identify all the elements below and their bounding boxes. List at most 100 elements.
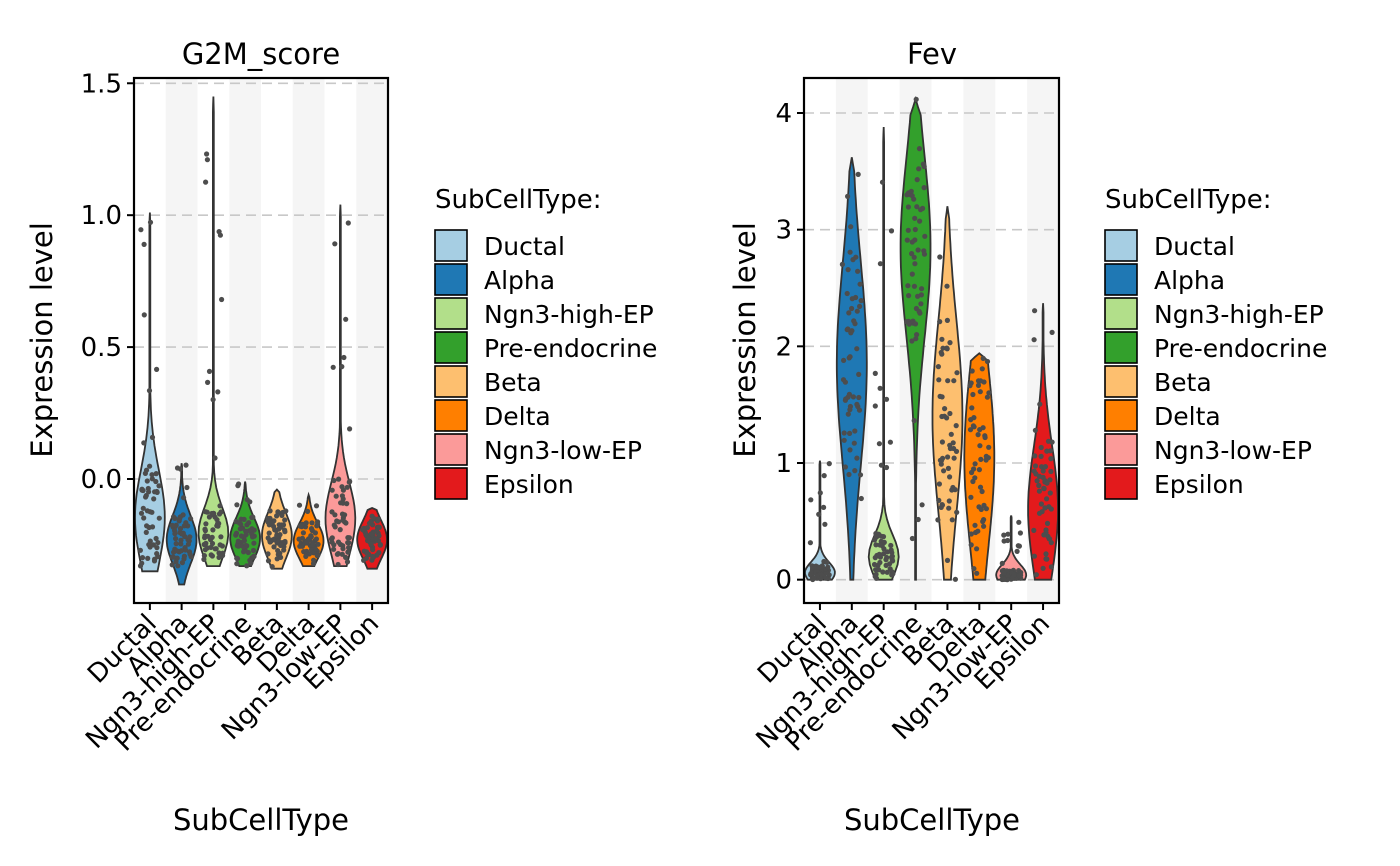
data-point [139,555,146,561]
legend-label-ngn3-low-ep: Ngn3-low-EP [1154,436,1312,465]
data-point [250,534,256,540]
data-point [852,468,858,474]
violin-beta [931,206,964,581]
data-point [970,391,976,398]
data-point [1036,488,1042,494]
data-point [919,502,925,508]
data-point [880,534,887,540]
data-point [144,478,150,484]
data-point [877,559,883,566]
legend-swatch-ngn3-low-ep [1104,433,1138,466]
data-point [343,316,349,322]
data-point [937,254,943,260]
data-point [945,465,952,471]
data-point [881,546,887,552]
data-point [914,204,920,210]
data-point [949,517,955,523]
data-point [878,462,885,468]
data-point [944,345,950,351]
data-point [977,484,984,490]
data-point [1047,477,1053,483]
data-point [816,511,822,517]
data-point [155,540,161,546]
data-point [983,453,989,459]
data-point [968,417,974,423]
data-point [1005,531,1011,537]
data-point [216,229,222,235]
data-point [947,445,954,452]
data-point [313,546,319,553]
data-point [275,538,281,544]
data-point [1042,464,1048,470]
data-point [173,536,179,542]
data-point [972,522,978,528]
data-point [908,188,914,194]
data-point [978,378,984,384]
y-axis-title: Expression level [25,222,59,458]
y-tick-label: 0.5 [81,333,122,363]
violin-ngn3-high-ep [867,126,900,581]
data-point [374,518,381,524]
data-point [1033,471,1039,477]
data-point [979,488,985,495]
data-point [858,298,864,304]
data-point [251,540,257,546]
data-point [971,566,977,572]
data-point [211,510,217,516]
data-point [347,478,353,485]
data-point [938,458,945,464]
data-point [887,566,893,572]
data-point [267,508,273,514]
data-point [278,542,284,549]
data-point [948,431,954,437]
data-point [947,410,953,417]
y-axis-title: Expression level [728,222,762,458]
data-point [139,487,145,493]
data-point [340,546,346,552]
data-point [915,293,921,299]
data-point [944,415,950,421]
data-point [247,499,253,505]
data-point [220,550,226,556]
violin-ngn3-low-ep [324,204,357,567]
legend-label-beta: Beta [1154,368,1212,397]
fev-panel: Fev SubCellType Expression level 01234Du… [728,37,1061,837]
data-point [143,467,150,473]
data-point [841,430,847,436]
data-point [916,146,923,152]
data-point [233,530,240,536]
legend-label-pre-endocrine: Pre-endocrine [484,334,657,363]
legend-title: SubCellType: [1105,185,1272,215]
data-point [915,516,921,523]
legend-label-delta: Delta [1154,402,1221,431]
data-point [947,474,953,480]
data-point [278,554,284,561]
data-point [138,227,144,233]
data-point [919,286,925,292]
data-point [848,224,854,230]
data-point [1038,453,1044,459]
data-point [243,542,249,549]
data-point [212,514,218,520]
data-point [296,536,302,542]
data-point [889,556,895,562]
data-point [368,531,374,537]
data-point [201,556,207,563]
y-tick-label: 1 [775,449,792,479]
data-point [918,301,924,307]
data-point [905,283,911,289]
data-point [213,546,219,552]
data-point [857,472,864,478]
x-axis-title: SubCellType [173,803,349,837]
data-point [236,481,242,487]
data-point [335,519,342,525]
legend-swatch-delta [434,399,468,432]
data-point [884,569,890,575]
data-point [980,355,986,361]
data-point [149,524,156,530]
data-point [911,254,917,260]
data-point [968,531,974,537]
legend-swatch-epsilon [1104,467,1138,500]
data-point [850,394,857,400]
data-point [1032,463,1039,469]
